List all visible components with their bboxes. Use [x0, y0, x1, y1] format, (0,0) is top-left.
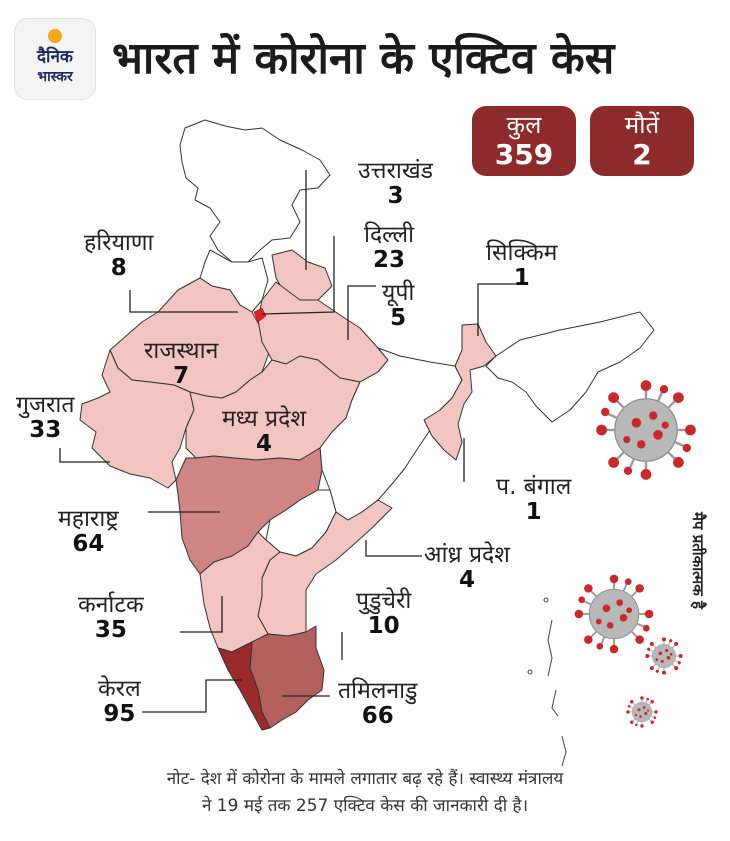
label-andhra-pradesh: आंध्र प्रदेश 4: [424, 544, 510, 592]
state-cases: 10: [367, 613, 400, 639]
label-sikkim: सिक्किम 1: [486, 242, 557, 290]
sun-icon: [48, 29, 62, 43]
label-maharashtra: महाराष्ट्र 64: [58, 508, 119, 556]
state-cases: 95: [103, 701, 136, 727]
footnote-line1: नोट- देश में कोरोना के मामले लगातार बढ़ …: [166, 769, 564, 789]
region-karnataka: [199, 531, 281, 653]
state-name: प. बंगाल: [496, 474, 572, 500]
state-cases: 8: [110, 255, 127, 281]
state-cases: 33: [29, 417, 62, 443]
state-name: उत्तराखंड: [358, 158, 433, 184]
total-cases-label: कुल: [506, 111, 542, 139]
virus-icon: [595, 379, 697, 481]
state-name: पुडुचेरी: [356, 588, 412, 614]
region-gujarat: [79, 349, 195, 489]
state-cases: 35: [94, 617, 127, 643]
state-name: हरियाणा: [84, 230, 154, 256]
state-cases: 23: [373, 247, 406, 273]
footnote-line2: ने 19 मई तक 257 एक्टिव केस की जानकारी दी…: [201, 796, 529, 816]
state-name: कर्नाटक: [78, 592, 144, 618]
state-name: राजस्थान: [144, 338, 219, 364]
region-north-east: [485, 311, 655, 423]
region-jammu-kashmir: [179, 119, 331, 263]
label-karnataka: कर्नाटक 35: [78, 594, 144, 642]
state-cases: 64: [72, 531, 105, 557]
state-cases: 4: [458, 567, 475, 593]
state-name: यूपी: [382, 280, 415, 306]
state-name: तमिलनाडु: [338, 678, 418, 704]
label-delhi: दिल्ली 23: [364, 224, 414, 272]
label-puducherry: पुडुचेरी 10: [356, 590, 411, 638]
virus-icon: [625, 695, 659, 729]
islands-outline: [527, 597, 567, 767]
label-west-bengal: प. बंगाल 1: [496, 476, 571, 524]
label-rajasthan: राजस्थान 7: [144, 340, 218, 388]
leader-lines: [59, 170, 522, 713]
state-cases: 1: [525, 499, 542, 525]
label-uttarakhand: उत्तराखंड 3: [358, 160, 433, 208]
state-name: दिल्ली: [364, 222, 415, 248]
logo-text-line2: भास्कर: [37, 69, 73, 85]
dainik-bhaskar-logo: दैनिक भास्कर: [14, 18, 96, 100]
region-kerala: [217, 641, 271, 731]
page-title: भारत में कोरोना के एक्टिव केस: [112, 33, 615, 84]
state-name: मध्य प्रदेश: [222, 406, 306, 432]
label-madhya-pradesh: मध्य प्रदेश 4: [222, 408, 306, 456]
total-cases-card: कुल 359: [472, 106, 576, 176]
state-cases: 1: [513, 265, 530, 291]
state-name: महाराष्ट्र: [58, 506, 119, 532]
state-cases: 7: [173, 363, 190, 389]
footnote: नोट- देश में कोरोना के मामले लगातार बढ़ …: [0, 766, 730, 820]
state-cases: 66: [361, 703, 394, 729]
label-gujarat: गुजरात 33: [16, 394, 75, 442]
state-name: गुजरात: [16, 392, 75, 418]
map-disclaimer: मैप प्रतीकात्मक है: [689, 512, 707, 609]
label-up: यूपी 5: [382, 282, 414, 330]
label-kerala: केरल 95: [98, 678, 141, 726]
label-haryana: हरियाणा 8: [84, 232, 153, 280]
virus-icon: [644, 636, 684, 676]
state-cases: 3: [387, 183, 404, 209]
state-cases: 5: [390, 305, 407, 331]
total-cases-value: 359: [494, 138, 554, 171]
deaths-card: मौतें 2: [590, 106, 694, 176]
label-tamil-nadu: तमिलनाडु 66: [338, 680, 417, 728]
virus-icon: [573, 573, 655, 655]
state-cases: 4: [255, 431, 272, 457]
deaths-label: मौतें: [624, 111, 660, 139]
state-name: सिक्किम: [486, 240, 558, 266]
deaths-value: 2: [632, 138, 652, 171]
logo-text-line1: दैनिक: [37, 47, 73, 67]
delhi-marker: [253, 307, 267, 323]
state-name: केरल: [98, 676, 141, 702]
state-name: आंध्र प्रदेश: [424, 542, 510, 568]
